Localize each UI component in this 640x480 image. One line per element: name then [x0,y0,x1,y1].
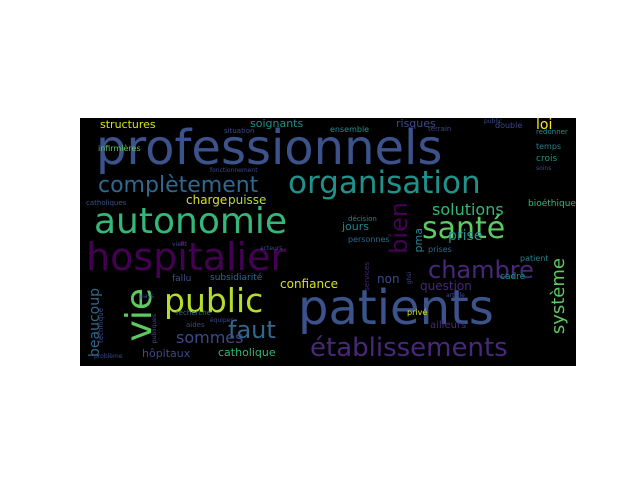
word-public: public [164,281,264,320]
word-autonomie: autonomie [94,201,288,242]
word-soins: soins [536,165,552,172]
word-professionnels: professionnels [96,120,443,176]
word-public-small: public [484,118,503,125]
word-cloud: professionnels patients hospitalier auto… [80,118,576,366]
word-infirmieres: infirmières [98,144,141,153]
word-cadre: cadre [500,272,526,282]
word-chambre: chambre [428,256,534,284]
word-faut: faut [228,316,276,344]
word-terrain: terrain [428,125,452,133]
word-decision: décision [348,215,377,223]
word-prive: privé [407,308,428,317]
word-etablissements: établissements [310,333,508,363]
word-soignants: soignants [250,118,304,130]
word-patients: patients [298,280,494,336]
word-recherche: recherche [176,309,211,317]
word-loi: loi [536,118,553,133]
word-prise: prise [448,228,483,244]
word-hopitaux: hôpitaux [142,347,191,360]
word-organisation: organisation [288,165,481,201]
word-equipes: équipes [210,317,234,324]
word-aides: aides [186,321,205,329]
word-bioethique: bioéthique [528,199,576,209]
word-ghsi: ghsi [406,272,413,285]
word-pays: pays [140,293,155,300]
word-ensemble: ensemble [330,125,370,134]
word-vient: vient [172,241,188,248]
word-systeme: système [548,258,569,335]
word-prises: prises [428,245,452,254]
word-redonner: redonner [536,128,568,136]
word-bien: bien [385,202,413,254]
word-technique: technique [97,308,105,343]
word-ailleurs: ailleurs [430,320,467,331]
word-non: non [377,272,400,286]
word-patient: patient [520,254,549,263]
word-puisse: puisse [228,193,267,207]
word-pma: pma [412,228,425,253]
word-confiance: confiance [280,277,339,291]
word-article: article [446,292,465,299]
word-personnes: personnes [348,235,390,244]
word-probleme: problème [94,353,123,360]
word-sante: santé [422,211,506,246]
word-fonctionnement: fonctionnement [210,167,258,174]
word-acteurs: acteurs [260,245,283,252]
word-catholiques: catholiques [86,199,127,207]
word-crois: crois [536,154,558,164]
word-double: double [495,121,523,130]
word-situation: situation [224,127,255,135]
word-risques: risques [396,118,436,130]
word-jours: jours [342,220,370,233]
word-fallu: fallu [172,274,192,284]
word-subsidiarite: subsidiarité [210,273,263,283]
word-services: services [363,262,371,291]
word-structures: structures [100,118,156,131]
word-question: question [420,279,472,293]
word-catholique: catholique [218,346,276,359]
word-completement: complètement [98,173,259,198]
word-solutions: solutions [432,200,504,219]
word-hospitalier: hospitalier [86,235,287,279]
word-publiques: publiques [151,314,158,344]
word-temps: temps [536,142,562,151]
word-charge: charge [186,193,228,207]
word-sommes: sommes [176,328,244,347]
